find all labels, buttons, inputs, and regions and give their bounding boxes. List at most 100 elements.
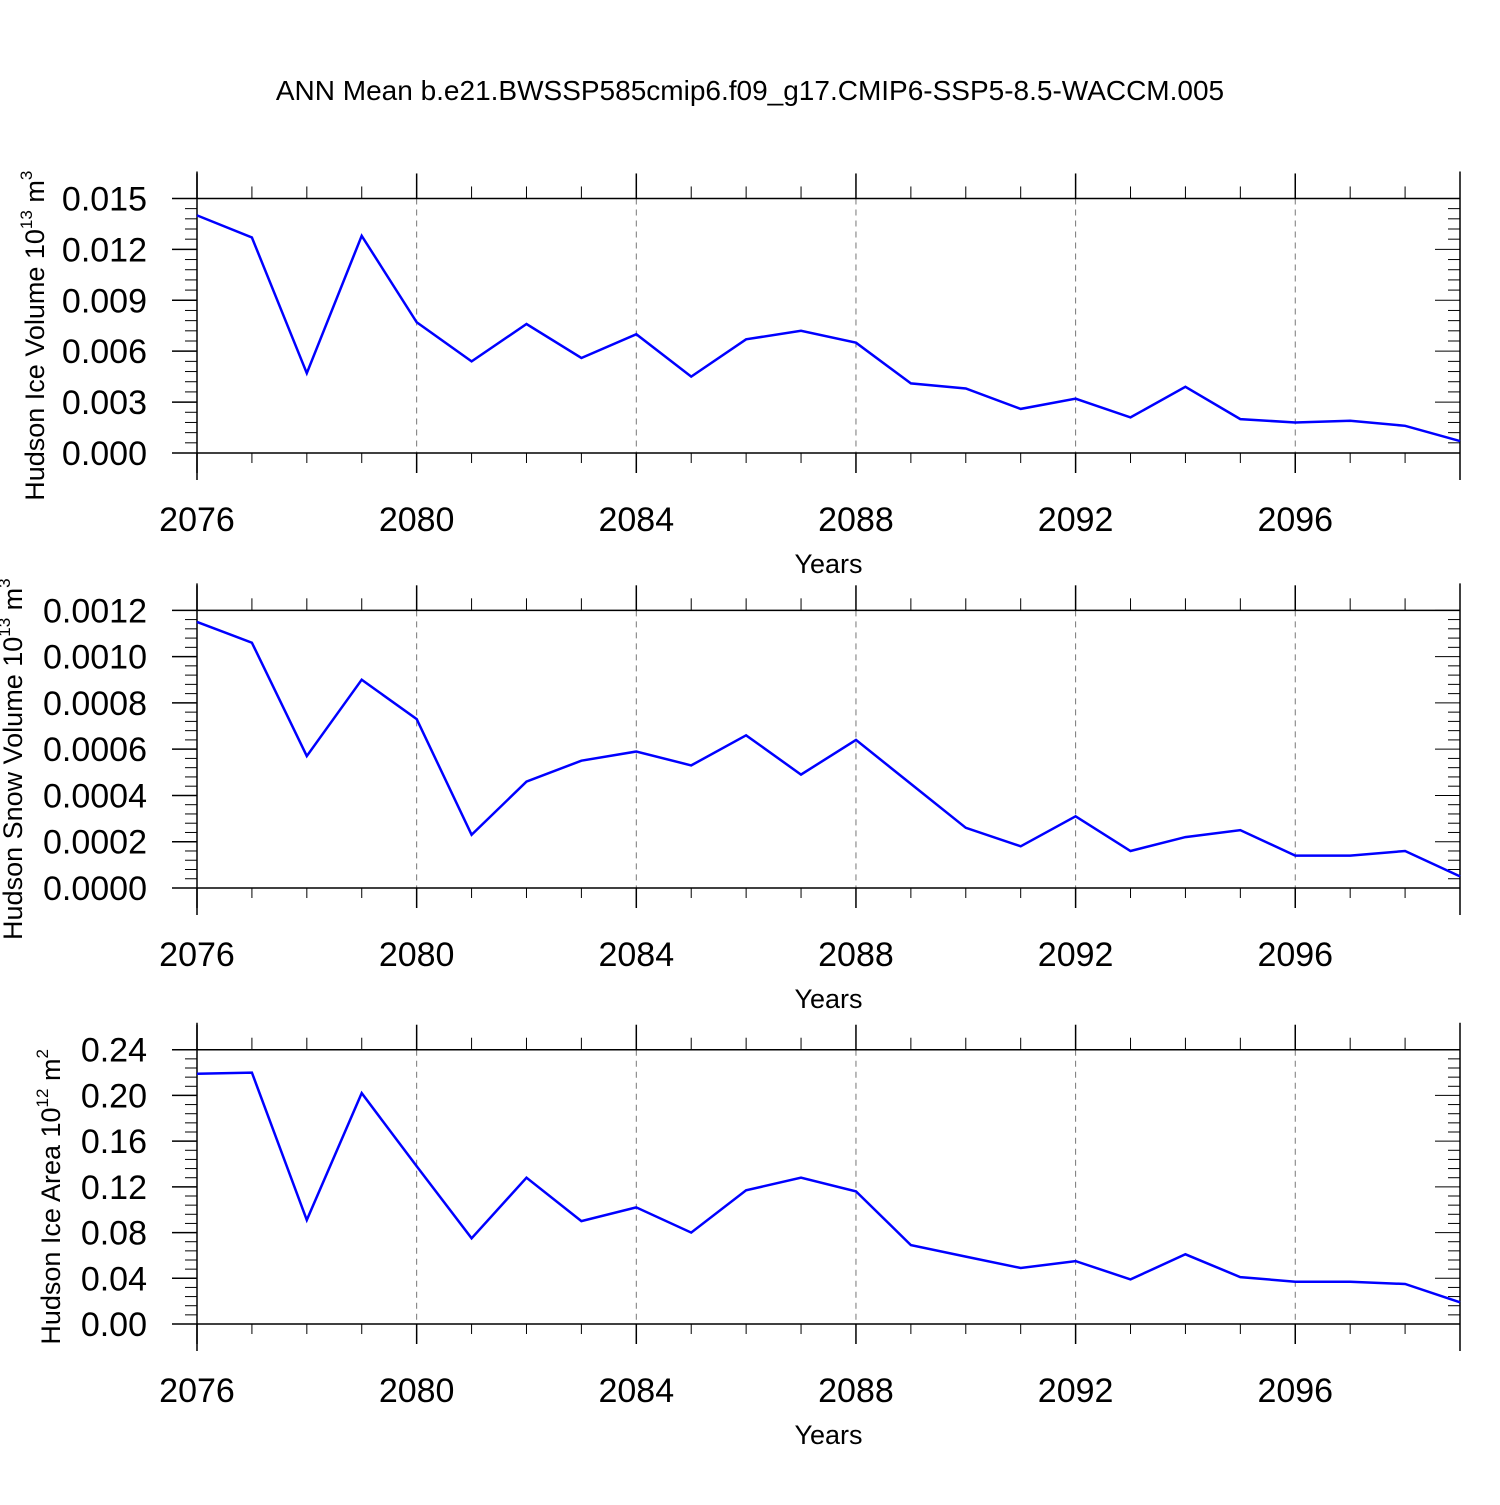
data-point — [745, 734, 747, 736]
data-point — [635, 333, 637, 335]
data-point — [1294, 1281, 1296, 1283]
x-tick-label: 2076 — [159, 1372, 235, 1410]
data-point — [415, 1165, 417, 1167]
x-tick-label: 2088 — [818, 936, 894, 974]
data-point — [1074, 815, 1076, 817]
data-point — [306, 755, 308, 757]
panel-2: 0.0000 0.0002 0.0004 0.0006 0.0008 0.0010 0.00… — [0, 578, 1461, 1014]
data-point — [196, 1073, 198, 1075]
x-tick-label: 2080 — [379, 1372, 455, 1410]
data-point — [800, 1177, 802, 1179]
data-point — [1184, 386, 1186, 388]
x-tick-label: 2092 — [1038, 501, 1114, 539]
data-point — [1349, 1281, 1351, 1283]
data-point — [800, 773, 802, 775]
data-point — [306, 1219, 308, 1221]
y-axis-label: Hudson Ice Volume 1013 m3 — [17, 171, 50, 501]
data-point — [1404, 425, 1406, 427]
data-series-line — [196, 214, 1461, 443]
chart-title: ANN Mean b.e21.BWSSP585cmip6.f09_g17.CMI… — [276, 75, 1224, 106]
x-axis-label: Years — [794, 1420, 862, 1450]
data-point — [1074, 397, 1076, 399]
panel-3: 0.00 0.04 0.08 0.12 0.16 0.20 0.24 2076 2080 2084… — [33, 1022, 1461, 1450]
data-point — [470, 1237, 472, 1239]
data-point — [910, 382, 912, 384]
x-tick-label: 2088 — [818, 1372, 894, 1410]
data-point — [251, 1071, 253, 1073]
y-tick-label: 0.0004 — [43, 777, 147, 815]
x-tick-label: 2084 — [598, 501, 674, 539]
data-point — [1459, 875, 1461, 877]
data-point — [580, 1220, 582, 1222]
x-tick-label: 2096 — [1257, 1372, 1333, 1410]
data-point — [855, 341, 857, 343]
data-series-line — [196, 620, 1461, 878]
x-tick-label: 2096 — [1257, 501, 1333, 539]
data-point — [251, 236, 253, 238]
data-point — [690, 1231, 692, 1233]
data-point — [415, 321, 417, 323]
y-tick-label: 0.16 — [81, 1123, 147, 1161]
data-point — [361, 235, 363, 237]
x-tick-label: 2076 — [159, 936, 235, 974]
data-point — [745, 1189, 747, 1191]
data-point — [965, 827, 967, 829]
data-point — [361, 679, 363, 681]
y-tick-label: 0.0002 — [43, 824, 147, 862]
y-tick-label: 0.0008 — [43, 685, 147, 723]
data-point — [580, 357, 582, 359]
data-point — [1349, 420, 1351, 422]
data-point — [251, 642, 253, 644]
data-point — [525, 323, 527, 325]
y-tick-label: 0.0012 — [43, 592, 147, 630]
data-point — [1019, 845, 1021, 847]
data-point — [1239, 1276, 1241, 1278]
data-point — [470, 834, 472, 836]
data-point — [690, 375, 692, 377]
data-point — [965, 387, 967, 389]
data-point — [910, 1244, 912, 1246]
data-point — [415, 718, 417, 720]
data-point — [1184, 836, 1186, 838]
data-point — [855, 739, 857, 741]
data-point — [1239, 829, 1241, 831]
data-point — [1074, 1260, 1076, 1262]
data-point — [1349, 854, 1351, 856]
x-tick-label: 2084 — [598, 1372, 674, 1410]
data-point — [196, 621, 198, 623]
data-point — [1129, 416, 1131, 418]
y-tick-label: 0.0010 — [43, 639, 147, 677]
y-tick-label: 0.0006 — [43, 731, 147, 769]
x-tick-label: 2092 — [1038, 936, 1114, 974]
y-axis-label: Hudson Snow Volume 1013 m3 — [0, 578, 28, 940]
data-point — [1239, 418, 1241, 420]
x-tick-label: 2084 — [598, 936, 674, 974]
x-tick-label: 2076 — [159, 501, 235, 539]
data-point — [1019, 408, 1021, 410]
data-point — [745, 338, 747, 340]
data-point — [196, 214, 198, 216]
y-tick-label: 0.000 — [62, 435, 147, 473]
data-point — [306, 372, 308, 374]
x-tick-label: 2080 — [379, 936, 455, 974]
y-tick-label: 0.003 — [62, 384, 147, 422]
data-point — [525, 1177, 527, 1179]
y-tick-label: 0.006 — [62, 333, 147, 371]
data-series-line — [196, 1071, 1461, 1304]
y-axis-label: Hudson Ice Area 1012 m2 — [33, 1049, 66, 1345]
data-point — [1294, 421, 1296, 423]
data-point — [1019, 1267, 1021, 1269]
x-tick-label: 2088 — [818, 501, 894, 539]
data-point — [1129, 850, 1131, 852]
data-point — [635, 1206, 637, 1208]
x-tick-label: 2080 — [379, 501, 455, 539]
panel-1: 0.000 0.003 0.006 0.009 0.012 0.015 2076 2080 20… — [17, 171, 1461, 579]
y-tick-label: 0.20 — [81, 1077, 147, 1115]
data-point — [1404, 850, 1406, 852]
data-point — [580, 760, 582, 762]
data-point — [470, 360, 472, 362]
data-point — [361, 1092, 363, 1094]
y-tick-label: 0.009 — [62, 282, 147, 320]
data-point — [525, 780, 527, 782]
